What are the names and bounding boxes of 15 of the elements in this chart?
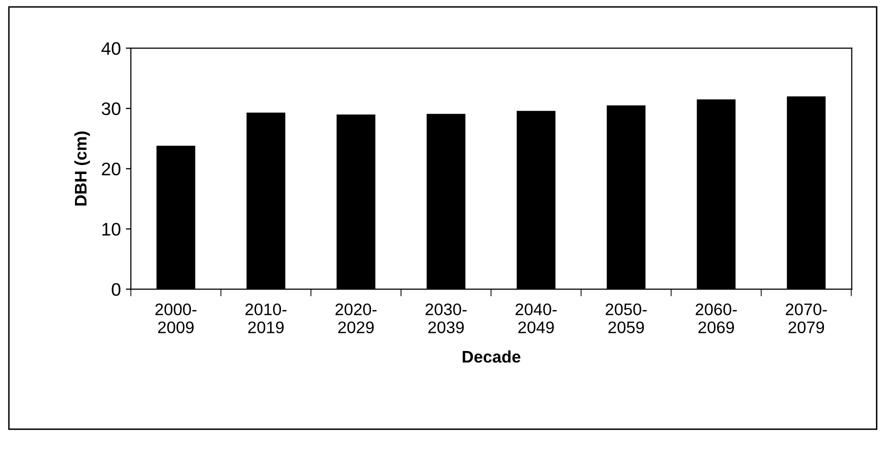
y-tick-label: 0	[112, 283, 120, 296]
y-tick-label: 30	[102, 102, 120, 116]
y-tick-label: 40	[101, 42, 120, 55]
x-tick-label: 2010- 2019	[245, 304, 286, 334]
x-tick-label: 2040- 2049	[516, 304, 557, 334]
y-tick-label: 20	[102, 162, 120, 176]
x-tick-label: 2060- 2069	[696, 304, 737, 334]
x-tick-label: 2020- 2029	[336, 304, 377, 334]
x-tick-label: 2050- 2059	[606, 304, 647, 334]
y-tick-label: 10	[102, 222, 120, 236]
x-axis-title: Decade	[462, 350, 520, 363]
x-tick-label: 2070- 2079	[786, 304, 827, 334]
y-axis-title: DBH (cm)	[74, 132, 90, 206]
x-tick-label: 2000- 2009	[155, 304, 196, 334]
x-tick-label: 2030- 2039	[426, 304, 467, 334]
